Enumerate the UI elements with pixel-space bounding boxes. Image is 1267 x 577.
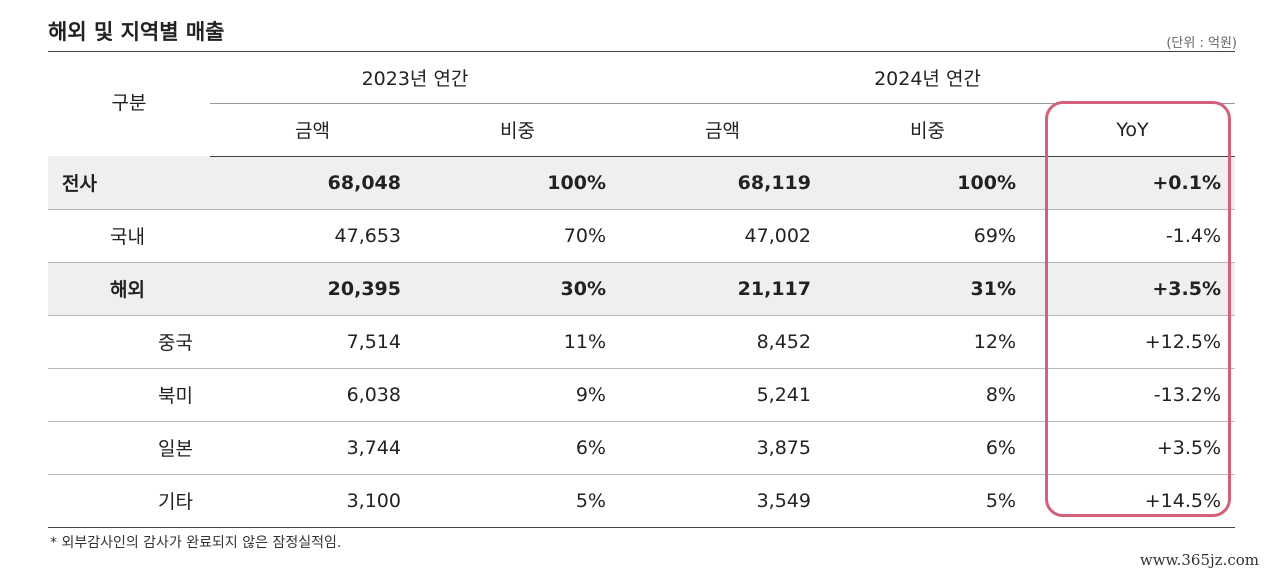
row-label: 기타 — [48, 474, 210, 528]
header-share-2024: 비중 — [825, 103, 1030, 157]
table-row-domestic: 국내 47,653 70% 47,002 69% -1.4% — [48, 209, 1236, 263]
share-2024-cell: 8% — [825, 368, 1030, 422]
share-2024-cell: 100% — [825, 156, 1030, 210]
amount-2023-cell: 3,100 — [210, 474, 415, 528]
table-row-total: 전사 68,048 100% 68,119 100% +0.1% — [48, 156, 1236, 210]
amount-2023-cell: 7,514 — [210, 315, 415, 369]
row-label: 중국 — [48, 315, 210, 369]
amount-2024-cell: 3,875 — [620, 421, 825, 475]
row-label: 국내 — [48, 209, 210, 263]
share-2023-cell: 11% — [415, 315, 620, 369]
yoy-cell: +12.5% — [1030, 315, 1236, 369]
header-amount-2023: 금액 — [210, 103, 415, 157]
top-divider — [48, 51, 1235, 52]
share-2023-cell: 30% — [415, 262, 620, 316]
header-amount-2024: 금액 — [620, 103, 825, 157]
share-2024-cell: 6% — [825, 421, 1030, 475]
share-2024-cell: 69% — [825, 209, 1030, 263]
row-label: 일본 — [48, 421, 210, 475]
header-share-2023: 비중 — [415, 103, 620, 157]
row-label: 북미 — [48, 368, 210, 422]
share-2023-cell: 6% — [415, 421, 620, 475]
table-row-overseas: 해외 20,395 30% 21,117 31% +3.5% — [48, 262, 1236, 316]
sales-table: 구분 2023년 연간 2024년 연간 금액 비중 금액 비중 YoY 전사 … — [48, 52, 1236, 528]
header-year-2023: 2023년 연간 — [210, 52, 620, 104]
unit-label: (단위 : 억원) — [1166, 36, 1237, 51]
share-2023-cell: 5% — [415, 474, 620, 528]
amount-2023-cell: 3,744 — [210, 421, 415, 475]
share-2024-cell: 12% — [825, 315, 1030, 369]
amount-2023-cell: 47,653 — [210, 209, 415, 263]
amount-2023-cell: 20,395 — [210, 262, 415, 316]
share-2023-cell: 9% — [415, 368, 620, 422]
table-row-north-america: 북미 6,038 9% 5,241 8% -13.2% — [48, 368, 1236, 422]
share-2024-cell: 5% — [825, 474, 1030, 528]
amount-2024-cell: 21,117 — [620, 262, 825, 316]
header-category: 구분 — [111, 91, 147, 114]
amount-2024-cell: 3,549 — [620, 474, 825, 528]
yoy-cell: +0.1% — [1030, 156, 1236, 210]
amount-2024-cell: 5,241 — [620, 368, 825, 422]
yoy-cell: +3.5% — [1030, 421, 1236, 475]
amount-2024-cell: 68,119 — [620, 156, 825, 210]
share-2024-cell: 31% — [825, 262, 1030, 316]
amount-2023-cell: 68,048 — [210, 156, 415, 210]
header-year-2024: 2024년 연간 — [620, 52, 1236, 104]
share-2023-cell: 100% — [415, 156, 620, 210]
footnote: * 외부감사인의 감사가 완료되지 않은 잠정실적임. — [50, 535, 342, 551]
row-label: 해외 — [48, 262, 210, 316]
amount-2023-cell: 6,038 — [210, 368, 415, 422]
yoy-cell: -13.2% — [1030, 368, 1236, 422]
yoy-cell: +14.5% — [1030, 474, 1236, 528]
row-label: 전사 — [48, 156, 210, 210]
page-title: 해외 및 지역별 매출 — [48, 20, 225, 44]
table-row-others: 기타 3,100 5% 3,549 5% +14.5% — [48, 474, 1236, 528]
yoy-cell: +3.5% — [1030, 262, 1236, 316]
amount-2024-cell: 8,452 — [620, 315, 825, 369]
yoy-cell: -1.4% — [1030, 209, 1236, 263]
table-row-china: 중국 7,514 11% 8,452 12% +12.5% — [48, 315, 1236, 369]
share-2023-cell: 70% — [415, 209, 620, 263]
amount-2024-cell: 47,002 — [620, 209, 825, 263]
watermark: www.365jz.com — [1139, 551, 1259, 569]
table-row-japan: 일본 3,744 6% 3,875 6% +3.5% — [48, 421, 1236, 475]
header-yoy: YoY — [1030, 103, 1236, 157]
